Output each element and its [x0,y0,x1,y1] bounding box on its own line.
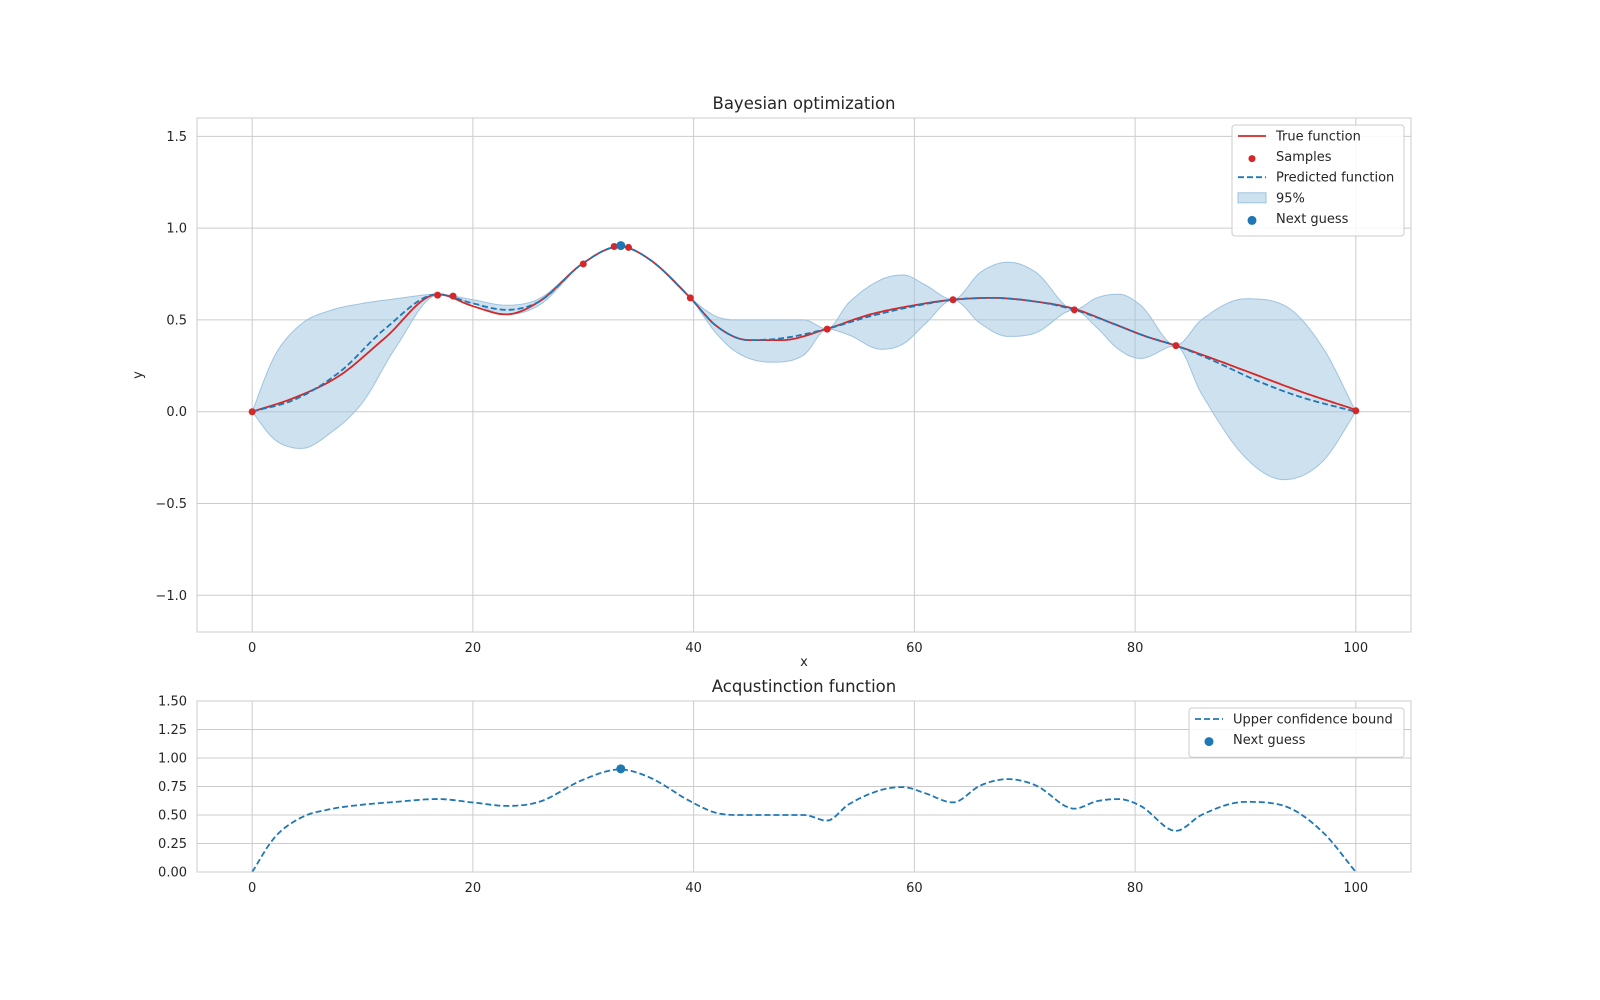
legend-label: Next guess [1233,733,1306,748]
plot-area [248,241,1360,481]
x-tick-label: 40 [685,641,702,656]
y-tick-label: 0.00 [158,866,187,881]
x-tick-label: 80 [1127,881,1144,896]
x-axis-label: x [800,655,808,670]
y-tick-label: 0.75 [158,780,187,795]
y-tick-label: 0.25 [158,837,187,852]
sample-point [1070,306,1078,314]
legend-key-next-guess [1204,737,1214,747]
legend-label: Samples [1276,150,1332,165]
plot-title: Bayesian optimization [713,94,896,113]
legend-key-band [1237,192,1267,204]
y-tick-label: 1.25 [158,723,187,738]
confidence-band-95 [251,245,1357,481]
legend: Upper confidence bound Next guess [1188,707,1405,758]
sample-point [434,291,442,299]
sample-point [823,325,831,333]
legend-key-next-guess [1247,215,1257,225]
legend-label: Predicted function [1276,171,1394,186]
x-tick-label: 60 [906,641,923,656]
next-guess-point [616,764,626,774]
y-tick-label: −1.0 [155,589,187,604]
sample-point [248,408,256,416]
x-tick-label: 20 [465,641,482,656]
sample-point [949,296,957,304]
x-tick-label: 60 [906,881,923,896]
sample-point [625,243,633,251]
ucb-line [251,768,1357,872]
plot-frame [196,700,1412,873]
legend-key-samples [1248,155,1256,163]
legend-box [1188,707,1405,758]
x-tick-label: 0 [248,881,256,896]
y-tick-label: 1.50 [158,695,187,710]
legend-box [1231,124,1405,237]
y-tick-label: 0.0 [166,405,187,420]
x-tick-label: 100 [1343,641,1368,656]
sample-point [579,260,587,268]
next-guess-point [616,241,626,251]
legend-label: True function [1275,130,1361,145]
plot-title: Acqustinction function [712,677,896,696]
legend-label: Upper confidence bound [1233,713,1393,728]
x-tick-label: 0 [248,641,256,656]
legend-label: 95% [1276,191,1305,206]
legend-label: Next guess [1276,212,1349,227]
sample-point [610,243,618,250]
x-tick-label: 100 [1343,881,1368,896]
y-tick-label: 1.00 [158,752,187,767]
x-tick-label: 40 [685,881,702,896]
plot-area [251,764,1357,872]
y-axis-label: y [131,371,146,379]
sample-point [1172,342,1180,350]
sample-point [1352,407,1360,415]
main-plot: 0 20 40 60 80 100 −1.0 −0.5 0.0 0.5 1.0 1.5 Bayesian… [131,94,1412,670]
y-tick-label: 1.5 [166,130,187,145]
acquisition-plot: 0 20 40 60 80 100 0.00 0.25 0.50 0.75 1.00 1.25 1.50… [158,677,1412,896]
plot-frame [196,117,1412,633]
y-tick-label: 0.50 [158,809,187,824]
x-tick-label: 80 [1127,641,1144,656]
predicted-function-line [251,245,1357,413]
sample-point [686,294,694,302]
x-tick-label: 20 [465,881,482,896]
y-tick-label: 1.0 [166,222,187,237]
y-tick-label: −0.5 [155,497,187,512]
y-tick-label: 0.5 [166,313,187,328]
legend: True function Samples Predicted function 95… [1231,124,1405,237]
sample-point [449,292,457,300]
